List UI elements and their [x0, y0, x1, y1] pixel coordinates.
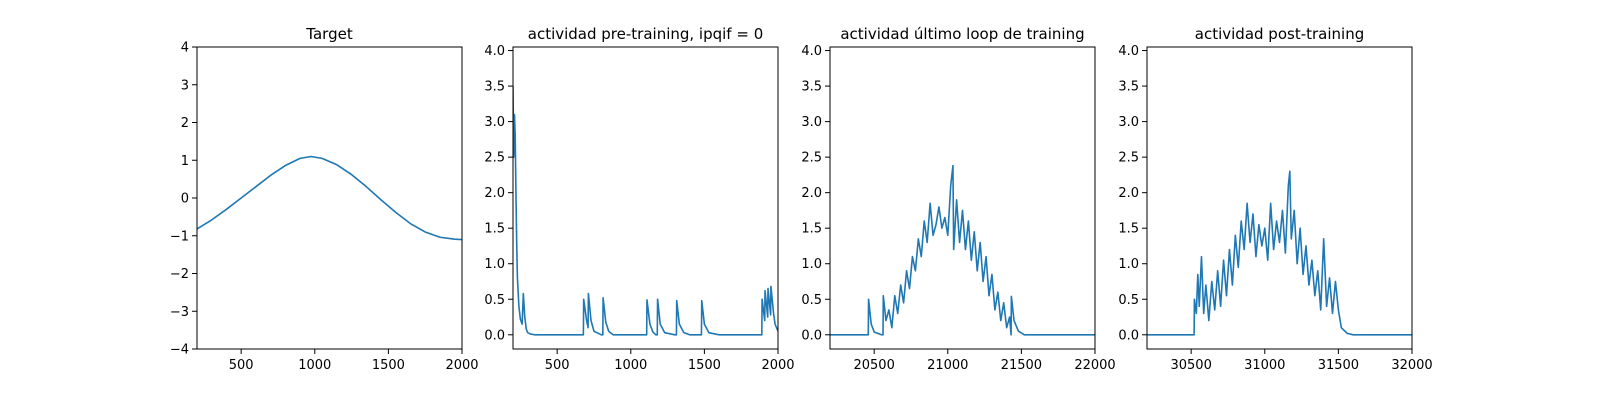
y-tick-label: 3 [181, 78, 189, 93]
y-tick-label: 3.5 [1118, 80, 1139, 95]
y-tick-label: −1 [170, 229, 189, 244]
subplot-4: 30500 31000 31500 32000 0.0 0.5 1.0 1.5 2.0 2.5 3.… [1118, 25, 1432, 373]
chart-title: actividad pre-training, ipqif = 0 [528, 25, 764, 43]
x-tick-label: 32000 [1391, 358, 1432, 373]
x-tick-label: 500 [545, 358, 570, 373]
subplot-1: 500 1000 1500 2000 −4 −3 −2 −1 0 1 2 3 4 Target [170, 25, 479, 373]
series-line [830, 164, 1095, 336]
y-tick-label: 1.5 [484, 222, 505, 237]
y-tick-label: 0.5 [484, 293, 505, 308]
y-tick-label: 2.5 [801, 151, 822, 166]
y-tick-label: 1.5 [801, 222, 822, 237]
axes-frame [1146, 46, 1413, 350]
x-tick-label: 2000 [761, 358, 794, 373]
x-tick-label: 1000 [298, 358, 331, 373]
x-tick-label: 20500 [853, 358, 894, 373]
y-tick-label: 1.5 [1118, 222, 1139, 237]
panels: 500 1000 1500 2000 −4 −3 −2 −1 0 1 2 3 4 Target 500 100… [170, 25, 1433, 373]
y-tick-label: 2.5 [484, 151, 505, 166]
subplot-2: 500 1000 1500 2000 0.0 0.5 1.0 1.5 2.0 2.5 3.0 3.5 4… [484, 25, 794, 373]
y-tick-label: 2 [181, 116, 189, 131]
y-tick-label: −2 [170, 267, 189, 282]
chart-title: Target [305, 25, 353, 43]
series-line [513, 86, 778, 336]
x-tick-label: 1000 [614, 358, 647, 373]
x-tick-label: 2000 [445, 358, 478, 373]
axes-frame [829, 46, 1096, 350]
y-tick-label: 1.0 [801, 257, 822, 272]
y-tick-label: 0.5 [801, 293, 822, 308]
y-tick-label: −4 [170, 343, 189, 358]
chart-title: actividad post-training [1195, 25, 1364, 43]
chart-title: actividad último loop de training [840, 25, 1084, 43]
y-tick-label: 0.5 [1118, 293, 1139, 308]
x-tick-label: 21500 [1001, 358, 1042, 373]
x-tick-label: 1500 [688, 358, 721, 373]
y-tick-label: 2.0 [801, 186, 822, 201]
y-tick-label: 0 [181, 192, 189, 207]
y-tick-label: 4.0 [1118, 44, 1139, 59]
y-tick-label: 0.0 [484, 328, 505, 343]
series-line [197, 155, 462, 241]
y-tick-label: 2.0 [484, 186, 505, 201]
x-tick-label: 30500 [1170, 358, 1211, 373]
y-tick-label: 3.0 [484, 115, 505, 130]
y-tick-label: 2.5 [1118, 151, 1139, 166]
y-tick-label: 4.0 [801, 44, 822, 59]
x-tick-label: 500 [229, 358, 254, 373]
y-tick-label: 3.0 [801, 115, 822, 130]
axes-frame [512, 46, 779, 350]
x-tick-label: 21000 [927, 358, 968, 373]
y-tick-label: 3.0 [1118, 115, 1139, 130]
y-tick-label: 4 [181, 41, 189, 56]
y-tick-label: 3.5 [801, 80, 822, 95]
x-tick-label: 31500 [1318, 358, 1359, 373]
x-tick-label: 22000 [1074, 358, 1115, 373]
x-tick-label: 31000 [1244, 358, 1285, 373]
y-tick-label: 2.0 [1118, 186, 1139, 201]
subplot-3: 20500 21000 21500 22000 0.0 0.5 1.0 1.5 2.0 2.5 3.… [801, 25, 1115, 373]
y-tick-label: −3 [170, 305, 189, 320]
y-tick-label: 1.0 [484, 257, 505, 272]
y-tick-label: 4.0 [484, 44, 505, 59]
y-tick-label: 0.0 [801, 328, 822, 343]
y-tick-label: 1.0 [1118, 257, 1139, 272]
series-line [1147, 170, 1412, 336]
y-tick-label: 0.0 [1118, 328, 1139, 343]
x-tick-label: 1500 [372, 358, 405, 373]
y-tick-label: 3.5 [484, 80, 505, 95]
y-tick-label: 1 [181, 154, 189, 169]
